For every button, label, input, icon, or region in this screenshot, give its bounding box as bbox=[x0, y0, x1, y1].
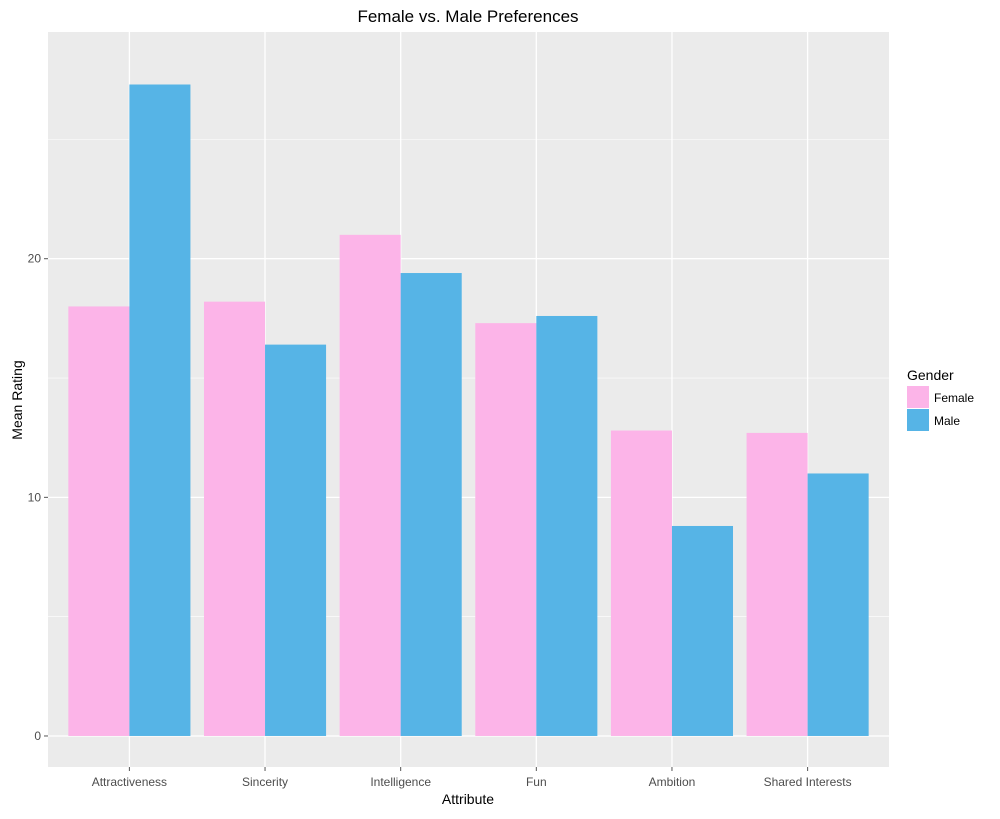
bar-female bbox=[203, 301, 266, 736]
bar-female bbox=[339, 234, 401, 736]
bar-male bbox=[265, 344, 327, 736]
y-tick-label: 10 bbox=[28, 490, 42, 504]
x-axis-title: Attribute bbox=[442, 791, 494, 807]
x-tick-label: Attractiveness bbox=[92, 775, 167, 789]
legend-swatch-female bbox=[907, 386, 929, 408]
legend-title: Gender bbox=[907, 367, 954, 383]
bar-male bbox=[400, 273, 462, 736]
x-tick-label: Ambition bbox=[649, 775, 696, 789]
legend-swatch-male bbox=[907, 409, 929, 431]
x-tick-label: Shared Interests bbox=[764, 775, 852, 789]
y-axis: 0 10 20 bbox=[28, 252, 48, 743]
bar-female bbox=[68, 306, 130, 736]
x-axis: Attractiveness Sincerity Intelligence Fun Am… bbox=[92, 767, 852, 789]
legend-label-male: Male bbox=[934, 414, 960, 428]
y-axis-title: Mean Rating bbox=[9, 360, 25, 439]
bars bbox=[68, 84, 869, 736]
legend-items: Female Male bbox=[907, 386, 974, 431]
bar-male bbox=[671, 525, 734, 736]
y-tick-label: 20 bbox=[28, 252, 42, 266]
bar-male bbox=[536, 315, 598, 736]
bar-male bbox=[807, 473, 869, 736]
bar-female bbox=[610, 430, 672, 736]
bar-male bbox=[129, 84, 191, 736]
chart-title: Female vs. Male Preferences bbox=[357, 7, 578, 26]
x-tick-label: Intelligence bbox=[370, 775, 431, 789]
x-tick-label: Fun bbox=[526, 775, 547, 789]
legend: Gender Female Male bbox=[907, 367, 974, 431]
bar-female bbox=[746, 432, 808, 736]
y-tick-label: 0 bbox=[34, 729, 41, 743]
x-tick-label: Sincerity bbox=[242, 775, 288, 789]
legend-label-female: Female bbox=[934, 391, 974, 405]
bar-female bbox=[475, 323, 537, 736]
